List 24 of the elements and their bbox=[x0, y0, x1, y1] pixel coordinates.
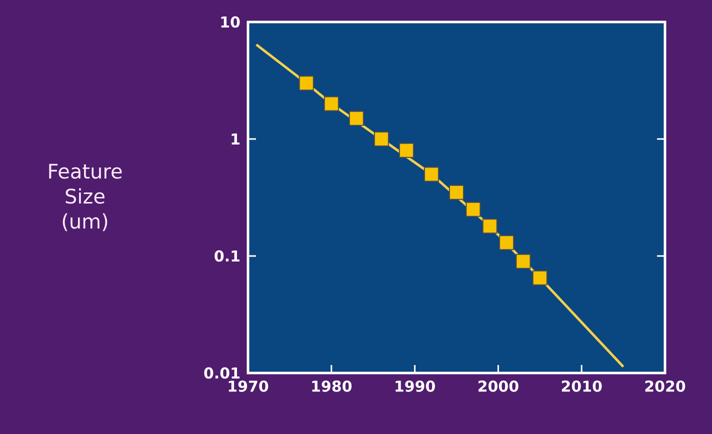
point bbox=[424, 166, 439, 182]
line-series bbox=[255, 43, 625, 368]
y-axis-title: Feature Size (um) bbox=[49, 164, 122, 232]
point bbox=[532, 270, 548, 286]
x-tick-label: 1990 bbox=[396, 380, 435, 392]
point bbox=[466, 202, 481, 217]
point bbox=[449, 184, 464, 200]
y-tick-label: 0.01 bbox=[204, 367, 240, 379]
x-tick-label: 1970 bbox=[228, 380, 268, 392]
y-tick-label: 1 bbox=[232, 134, 240, 144]
point bbox=[482, 218, 498, 234]
point bbox=[374, 131, 389, 146]
x-tick-label: 2000 bbox=[478, 380, 518, 392]
point bbox=[398, 142, 414, 158]
x-tick-label: 2010 bbox=[562, 380, 602, 392]
point bbox=[348, 110, 364, 126]
x-tick-label: 1980 bbox=[312, 380, 352, 392]
point bbox=[499, 235, 514, 250]
point bbox=[516, 254, 531, 269]
point bbox=[324, 96, 339, 112]
y-tick-label: 10 bbox=[221, 16, 240, 28]
y-tick-label: 0.1 bbox=[214, 250, 240, 262]
point bbox=[298, 76, 314, 91]
x-tick-label: 2020 bbox=[645, 380, 686, 392]
